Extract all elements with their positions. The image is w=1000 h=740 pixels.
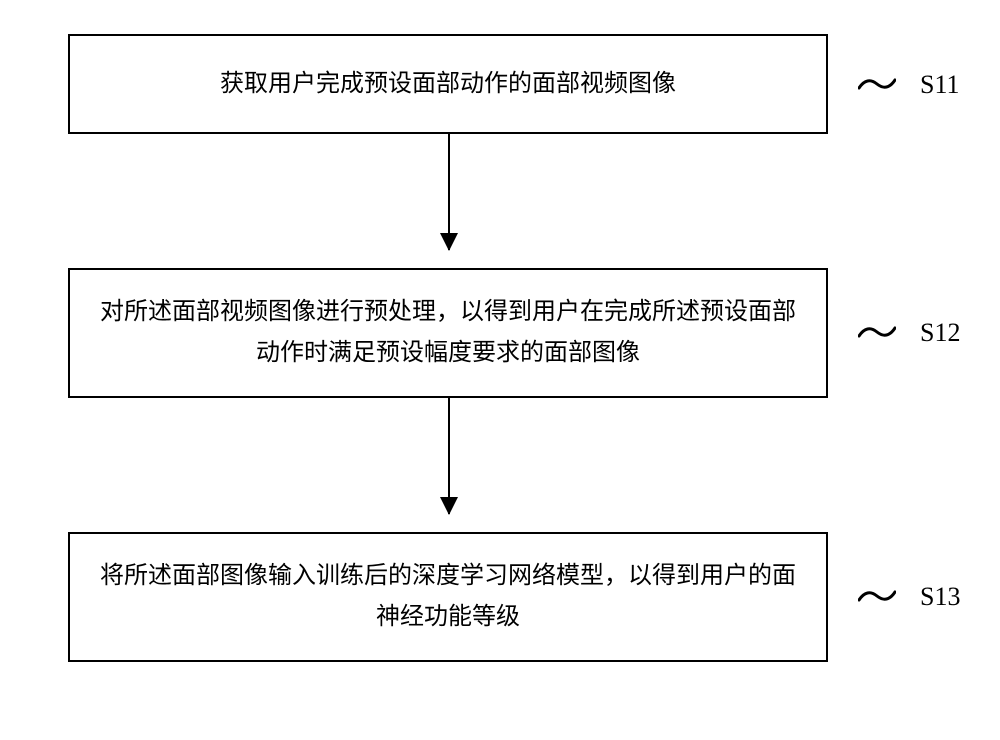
step-text-s12: 对所述面部视频图像进行预处理，以得到用户在完成所述预设面部动作时满足预设幅度要求… <box>100 292 796 374</box>
step-text-s13: 将所述面部图像输入训练后的深度学习网络模型，以得到用户的面神经功能等级 <box>100 556 796 638</box>
step-box-s12: 对所述面部视频图像进行预处理，以得到用户在完成所述预设面部动作时满足预设幅度要求… <box>68 268 828 398</box>
step-box-s13: 将所述面部图像输入训练后的深度学习网络模型，以得到用户的面神经功能等级 <box>68 532 828 662</box>
step-text-s11: 获取用户完成预设面部动作的面部视频图像 <box>220 64 676 105</box>
connector-s13 <box>858 588 896 604</box>
arrow-s12-s13 <box>448 398 450 514</box>
arrow-s11-s12 <box>448 134 450 250</box>
step-label-s12: S12 <box>920 318 960 348</box>
step-label-s13: S13 <box>920 582 960 612</box>
step-label-s11: S11 <box>920 70 960 100</box>
flowchart-canvas: 获取用户完成预设面部动作的面部视频图像 S11 对所述面部视频图像进行预处理，以… <box>0 0 1000 740</box>
connector-s11 <box>858 76 896 92</box>
connector-s12 <box>858 324 896 340</box>
step-box-s11: 获取用户完成预设面部动作的面部视频图像 <box>68 34 828 134</box>
